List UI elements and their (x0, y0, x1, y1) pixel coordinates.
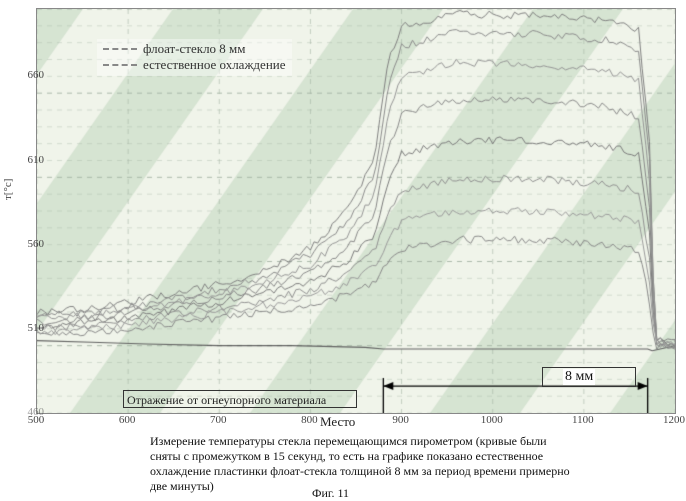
legend-dash-icon (103, 64, 137, 66)
y-tick: 560 (12, 238, 44, 250)
x-axis-label: Место (320, 414, 355, 430)
y-axis-label: т[°с] (2, 179, 14, 200)
legend-label: естественное охлаждение (143, 57, 286, 73)
x-tick: 1000 (481, 414, 503, 426)
mm-annotation-label: 8 мм (563, 369, 595, 385)
x-tick: 1200 (663, 414, 685, 426)
figure-caption: Измерение температуры стекла перемещающи… (150, 434, 570, 494)
legend-dash-icon (103, 48, 137, 50)
x-tick: 700 (210, 414, 227, 426)
legend-label: флоат-стекло 8 мм (143, 41, 246, 57)
figure-number: Фиг. 11 (312, 486, 349, 501)
x-tick: 600 (119, 414, 136, 426)
x-tick: 500 (28, 414, 45, 426)
chart-plot-area: флоат-стекло 8 мм естественное охлаждени… (36, 8, 676, 414)
x-tick: 800 (301, 414, 318, 426)
legend-box: флоат-стекло 8 мм естественное охлаждени… (97, 39, 292, 76)
legend-row: естественное охлаждение (103, 57, 286, 73)
legend-row: флоат-стекло 8 мм (103, 41, 286, 57)
y-tick: 510 (12, 322, 44, 334)
y-tick: 660 (12, 69, 44, 81)
x-tick: 900 (392, 414, 409, 426)
x-tick: 1100 (572, 414, 594, 426)
y-tick: 610 (12, 154, 44, 166)
refractory-label: Отражение от огнеупорного материала (127, 393, 326, 408)
